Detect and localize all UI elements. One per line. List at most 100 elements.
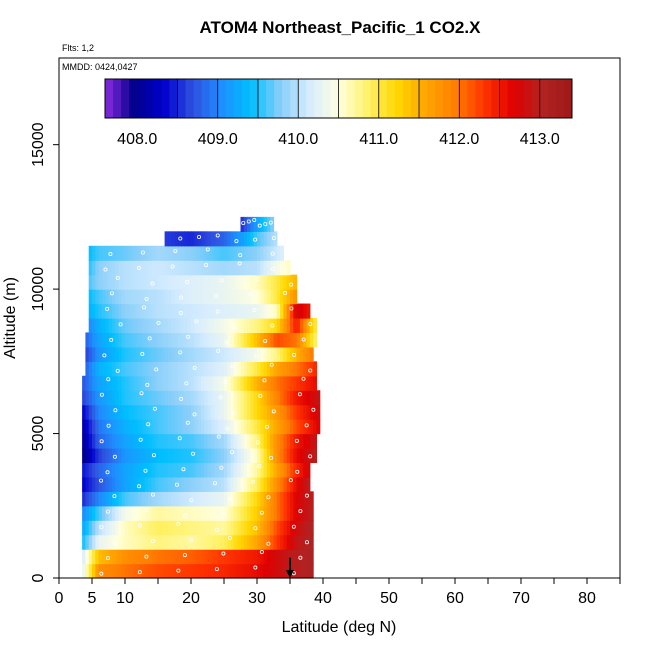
curtain-cell (181, 231, 185, 247)
curtain-cell (121, 260, 126, 276)
flight-sample-point (304, 540, 309, 545)
curtain-cell (144, 419, 149, 435)
curtain-cell (204, 520, 209, 536)
curtain-cell (207, 476, 212, 492)
curtain-cell (280, 332, 284, 348)
curtain-cell (309, 332, 314, 348)
curtain-cell (111, 404, 116, 420)
curtain-cell (85, 404, 90, 420)
curtain-cell (306, 505, 311, 521)
curtain-cell (191, 534, 195, 550)
curtain-cell (217, 289, 222, 305)
curtain-cell (240, 303, 245, 319)
curtain-cell (243, 289, 248, 305)
curtain-cell (243, 216, 248, 232)
curtain-cell (290, 433, 294, 449)
curtain-cell (181, 245, 185, 261)
curtain-cell (131, 375, 136, 391)
curtain-cell (92, 491, 96, 507)
flight-sample-point (257, 464, 262, 469)
curtain-cell (111, 361, 116, 377)
curtain-cell (85, 534, 90, 550)
curtain-cell (108, 419, 113, 435)
curtain-cell (197, 404, 202, 420)
curtain-cell (138, 549, 143, 565)
curtain-cell (164, 289, 169, 305)
curtain-cell (95, 289, 100, 305)
curtain-cell (280, 462, 284, 478)
curtain-cell (161, 404, 166, 420)
flight-sample-point (227, 496, 232, 501)
curtain-cell (128, 520, 133, 536)
curtain-cell (187, 390, 192, 406)
curtain-cell (204, 390, 209, 406)
curtain-cell (174, 346, 179, 362)
curtain-cell (217, 563, 222, 579)
flight-sample-point (270, 251, 275, 256)
curtain-cell (296, 563, 301, 579)
curtain-cell (303, 346, 308, 362)
flight-sample-point (140, 351, 145, 356)
curtain-cell (101, 274, 106, 290)
curtain-cell (111, 390, 116, 406)
curtain-cell (243, 260, 248, 276)
flight-sample-point (194, 319, 199, 324)
curtain-cell (151, 476, 156, 492)
curtain-cell (154, 390, 159, 406)
colorbar-frame (104, 78, 573, 119)
flight-sample-point (311, 407, 316, 412)
curtain-cell (243, 491, 248, 507)
curtain-cell (290, 491, 294, 507)
curtain-cell (144, 448, 149, 464)
colorbar-cell (314, 79, 323, 118)
flight-sample-point (294, 438, 299, 443)
curtain-cell (299, 534, 304, 550)
curtain-cell (138, 419, 143, 435)
curtain-cell (108, 476, 113, 492)
curtain-cell (263, 289, 268, 305)
curtain-cell (197, 274, 202, 290)
curtain-cell (174, 404, 179, 420)
curtain-cell (306, 491, 311, 507)
curtain-cell (204, 433, 209, 449)
curtain-cell (88, 332, 93, 348)
curtain-cell (253, 462, 258, 478)
curtain-cell (237, 549, 242, 565)
flight-sample-point (225, 426, 230, 431)
curtain-cell (158, 245, 162, 261)
curtain-cell (257, 260, 261, 276)
curtain-cell (118, 245, 123, 261)
curtain-cell (227, 303, 232, 319)
curtain-cell (144, 476, 149, 492)
curtain-cell (184, 476, 189, 492)
curtain-cell (92, 448, 96, 464)
curtain-cell (164, 419, 169, 435)
curtain-cell (283, 332, 288, 348)
curtain-cell (217, 520, 222, 536)
curtain-cell (200, 274, 205, 290)
curtain-cell (138, 260, 143, 276)
curtain-cell (200, 390, 205, 406)
curtain-cell (125, 476, 129, 492)
curtain-cell (260, 462, 265, 478)
curtain-cell (293, 419, 298, 435)
curtain-cell (171, 563, 176, 579)
curtain-cell (82, 476, 86, 492)
curtain-cell (220, 231, 225, 247)
flight-sample-point (219, 465, 224, 470)
curtain-cell (197, 491, 202, 507)
curtain-cell (283, 462, 288, 478)
curtain-cell (167, 346, 172, 362)
curtain-cell (167, 231, 172, 247)
flight-sample-point (139, 391, 144, 396)
curtain-cell (167, 318, 172, 334)
curtain-cell (273, 274, 278, 290)
curtain-cell (270, 549, 275, 565)
curtain-cell (253, 419, 258, 435)
curtain-cell (154, 274, 159, 290)
curtain-cell (293, 375, 298, 391)
curtain-cell (101, 289, 106, 305)
curtain-cell (250, 462, 255, 478)
curtain-cell (95, 390, 100, 406)
curtain-cell (280, 289, 284, 305)
